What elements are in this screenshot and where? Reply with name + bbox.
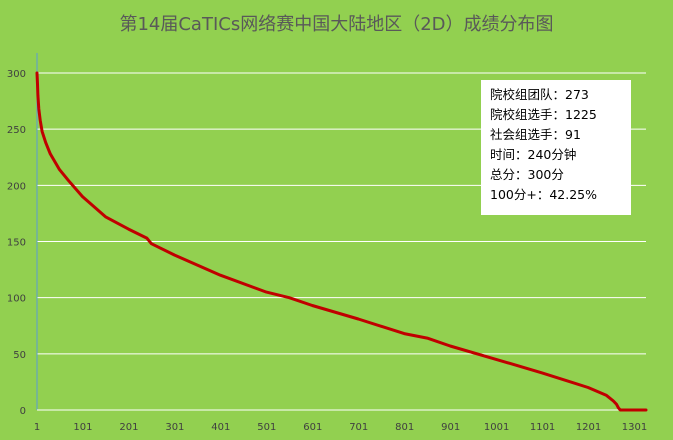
chart-title: 第14届CaTICs网络赛中国大陆地区（2D）成绩分布图 xyxy=(119,14,554,35)
y-tick-labels: 0 50 100 150 200 250 300 xyxy=(7,69,26,417)
series-group xyxy=(35,71,648,412)
x-tick-label: 501 xyxy=(257,422,276,433)
y-tick-label: 100 xyxy=(7,294,26,305)
x-tick-label: 601 xyxy=(303,422,322,433)
info-line-school-players: 院校组选手：1225 xyxy=(490,107,597,122)
y-tick-label: 250 xyxy=(7,125,26,136)
x-tick-label: 1301 xyxy=(622,422,647,433)
y-tick-label: 0 xyxy=(20,406,26,417)
info-line-over-100: 100分+：42.25% xyxy=(490,187,597,202)
axes xyxy=(36,53,646,411)
info-line-teams: 院校组团队：273 xyxy=(490,87,589,102)
x-tick-label: 701 xyxy=(349,422,368,433)
info-line-total-score: 总分：300分 xyxy=(490,167,564,182)
info-line-public-players: 社会组选手：91 xyxy=(490,127,581,142)
info-box: 院校组团队：273 院校组选手：1225 社会组选手：91 时间：240分钟 总… xyxy=(481,80,631,215)
x-tick-label: 801 xyxy=(395,422,414,433)
x-tick-label: 1 xyxy=(34,422,40,433)
y-tick-label: 150 xyxy=(7,238,26,249)
x-tick-label: 1001 xyxy=(484,422,509,433)
x-tick-label: 201 xyxy=(119,422,138,433)
x-tick-labels: 1 101 201 301 401 501 601 701 801 901 1001 1101 1201… xyxy=(34,422,647,433)
x-tick-label: 901 xyxy=(441,422,460,433)
y-tick-label: 300 xyxy=(7,69,26,80)
y-tick-label: 50 xyxy=(13,350,26,361)
series-line xyxy=(35,71,648,412)
info-line-time: 时间：240分钟 xyxy=(490,147,577,162)
x-tick-label: 301 xyxy=(165,422,184,433)
x-tick-label: 1201 xyxy=(576,422,601,433)
x-tick-label: 1101 xyxy=(530,422,555,433)
x-tick-label: 101 xyxy=(73,422,92,433)
x-tick-label: 401 xyxy=(211,422,230,433)
y-tick-label: 200 xyxy=(7,181,26,192)
